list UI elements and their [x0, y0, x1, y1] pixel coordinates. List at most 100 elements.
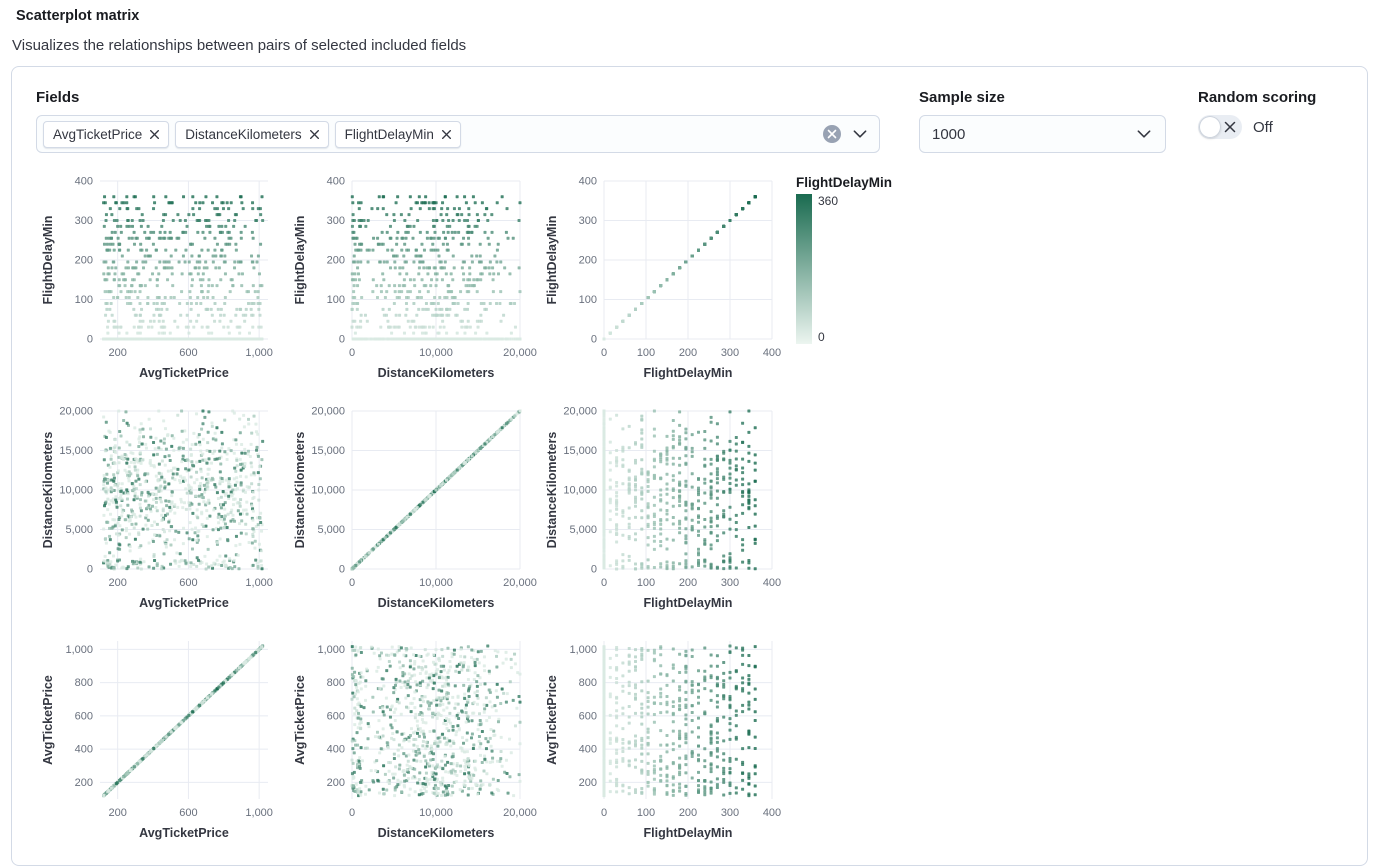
x-axis-title: AvgTicketPrice	[139, 596, 229, 610]
x-axis-title: AvgTicketPrice	[139, 826, 229, 840]
clear-cross-icon	[827, 129, 837, 139]
x-axis: 200 600 1,000 AvgTicketPrice	[109, 577, 273, 610]
pill-remove-cross-icon[interactable]	[149, 129, 160, 140]
svg-text:0: 0	[339, 564, 345, 576]
svg-text:300: 300	[75, 215, 93, 227]
svg-text:100: 100	[75, 294, 93, 306]
svg-text:400: 400	[579, 176, 597, 188]
svg-text:100: 100	[637, 347, 655, 359]
sample-size-select[interactable]: 1000	[919, 115, 1166, 153]
y-axis-title: AvgTicketPrice	[293, 675, 307, 765]
svg-text:10,000: 10,000	[311, 485, 345, 497]
svg-text:5,000: 5,000	[65, 524, 93, 536]
svg-text:400: 400	[327, 176, 345, 188]
y-axis: 0 5,000 10,000 15,000 20,000 DistanceKilomete…	[293, 406, 345, 576]
scatter-plot-AvgTicketPrice-vs-AvgTicketPrice[interactable]: 200 600 1,000 AvgTicketPrice 200 400 600 800 1,0…	[38, 633, 290, 855]
combobox-chevron-down-icon[interactable]	[851, 125, 869, 143]
svg-text:1,000: 1,000	[245, 347, 273, 359]
scatter-matrix-grid: 200 600 1,000 AvgTicketPrice 0 100 200 300 400 Fl…	[36, 173, 1343, 855]
y-axis: 0 100 200 300 400 FlightDelayMin	[41, 176, 93, 346]
pill-remove-cross-icon[interactable]	[441, 129, 452, 140]
x-axis: 0 10,000 20,000 DistanceKilometers	[349, 577, 537, 610]
gridlines	[100, 641, 268, 799]
svg-text:300: 300	[579, 215, 597, 227]
y-axis-title: FlightDelayMin	[293, 216, 307, 305]
scatter-plot-AvgTicketPrice-vs-FlightDelayMin[interactable]: 0 100 200 300 400 FlightDelayMin 200 400 600 800 1…	[542, 633, 794, 855]
scatter-plot-FlightDelayMin-vs-FlightDelayMin[interactable]: 0 100 200 300 400 FlightDelayMin 0 100 200 300 400…	[542, 173, 794, 395]
points-group	[602, 644, 757, 798]
svg-text:0: 0	[87, 334, 93, 346]
field-pill[interactable]: FlightDelayMin	[334, 120, 461, 148]
fields-label: Fields	[36, 89, 80, 106]
svg-text:200: 200	[327, 255, 345, 267]
svg-text:5,000: 5,000	[317, 524, 345, 536]
sample-size-value: 1000	[932, 125, 966, 143]
legend-labels: 360 0	[818, 194, 838, 344]
svg-text:0: 0	[601, 347, 607, 359]
svg-text:100: 100	[579, 294, 597, 306]
svg-text:200: 200	[109, 347, 127, 359]
matrix-row: 200 600 1,000 AvgTicketPrice 0 5,000 10,000 15,…	[36, 403, 1343, 625]
scatter-plot-DistanceKilometers-vs-FlightDelayMin[interactable]: 0 100 200 300 400 FlightDelayMin 0 5,000 10,000 1…	[542, 403, 794, 625]
fields-combobox[interactable]: AvgTicketPrice DistanceKilometers FlightDe…	[36, 115, 880, 153]
random-scoring-toggle[interactable]	[1198, 115, 1242, 139]
matrix-row: 200 600 1,000 AvgTicketPrice 0 100 200 300 400 Fl…	[36, 173, 1343, 395]
y-axis-title: FlightDelayMin	[41, 216, 55, 305]
scatter-plot-FlightDelayMin-vs-DistanceKilometers[interactable]: 0 10,000 20,000 DistanceKilometers 0 100 200 30…	[290, 173, 542, 395]
y-axis-title: DistanceKilometers	[41, 432, 55, 549]
gridlines	[351, 180, 521, 340]
y-axis-title: AvgTicketPrice	[41, 675, 55, 765]
fields-control: Fields AvgTicketPrice DistanceKilometers F…	[36, 89, 880, 153]
svg-text:20,000: 20,000	[311, 406, 345, 418]
random-scoring-label: Random scoring	[1198, 89, 1317, 106]
svg-text:200: 200	[109, 577, 127, 589]
points-group	[602, 195, 757, 341]
controls-row: Fields AvgTicketPrice DistanceKilometers F…	[36, 89, 1343, 153]
y-axis: 0 5,000 10,000 15,000 20,000 DistanceKilomete…	[41, 406, 93, 576]
svg-text:100: 100	[327, 294, 345, 306]
scatter-plot-DistanceKilometers-vs-DistanceKilometers[interactable]: 0 10,000 20,000 DistanceKilometers 0 5,000 10,…	[290, 403, 542, 625]
matrix-row: 200 600 1,000 AvgTicketPrice 200 400 600 800 1,0…	[36, 633, 1343, 855]
field-pill[interactable]: AvgTicketPrice	[43, 120, 170, 148]
x-axis-title: FlightDelayMin	[644, 596, 733, 610]
x-axis-title: FlightDelayMin	[644, 366, 733, 380]
x-axis-title: DistanceKilometers	[378, 596, 495, 610]
x-axis-title: AvgTicketPrice	[139, 366, 229, 380]
fields-pill-list: AvgTicketPrice DistanceKilometers FlightDe…	[43, 120, 823, 148]
y-axis: 0 100 200 300 400 FlightDelayMin	[545, 176, 597, 346]
field-pill-label: AvgTicketPrice	[53, 126, 143, 142]
legend-gradient-bar	[796, 194, 812, 344]
random-scoring-control: Random scoring Off	[1198, 89, 1316, 139]
svg-text:0: 0	[349, 347, 355, 359]
svg-text:20,000: 20,000	[503, 347, 537, 359]
toggle-off-cross-icon	[1224, 121, 1236, 133]
svg-text:600: 600	[179, 347, 197, 359]
sample-size-control: Sample size 1000	[919, 89, 1166, 153]
pill-remove-cross-icon[interactable]	[309, 129, 320, 140]
field-pill-label: FlightDelayMin	[344, 126, 434, 142]
svg-text:0: 0	[339, 334, 345, 346]
y-axis-title: DistanceKilometers	[293, 432, 307, 549]
points-group	[102, 644, 265, 798]
svg-text:600: 600	[179, 577, 197, 589]
y-axis-title: AvgTicketPrice	[545, 675, 559, 765]
y-axis-title: DistanceKilometers	[545, 432, 559, 549]
field-pill-label: DistanceKilometers	[185, 126, 302, 142]
combobox-clear-button[interactable]	[823, 125, 841, 143]
svg-text:0: 0	[591, 334, 597, 346]
points-group	[350, 644, 522, 798]
points-group	[350, 195, 522, 341]
scatter-matrix: 200 600 1,000 AvgTicketPrice 0 100 200 300 400 Fl…	[36, 173, 1343, 855]
field-pill[interactable]: DistanceKilometers	[175, 120, 329, 148]
random-scoring-switch-row: Off	[1198, 115, 1316, 139]
scatter-plot-DistanceKilometers-vs-AvgTicketPrice[interactable]: 200 600 1,000 AvgTicketPrice 0 5,000 10,000 15,…	[38, 403, 290, 625]
scatter-plot-AvgTicketPrice-vs-DistanceKilometers[interactable]: 0 10,000 20,000 DistanceKilometers 200 400 600…	[290, 633, 542, 855]
page-title: Scatterplot matrix	[16, 8, 140, 24]
scatter-plot-FlightDelayMin-vs-AvgTicketPrice[interactable]: 200 600 1,000 AvgTicketPrice 0 100 200 300 400 Fl…	[38, 173, 290, 395]
svg-text:400: 400	[763, 347, 781, 359]
page-subtitle: Visualizes the relationships between pai…	[12, 37, 467, 54]
points-group	[350, 409, 522, 571]
x-axis: 200 600 1,000 AvgTicketPrice	[109, 347, 273, 380]
